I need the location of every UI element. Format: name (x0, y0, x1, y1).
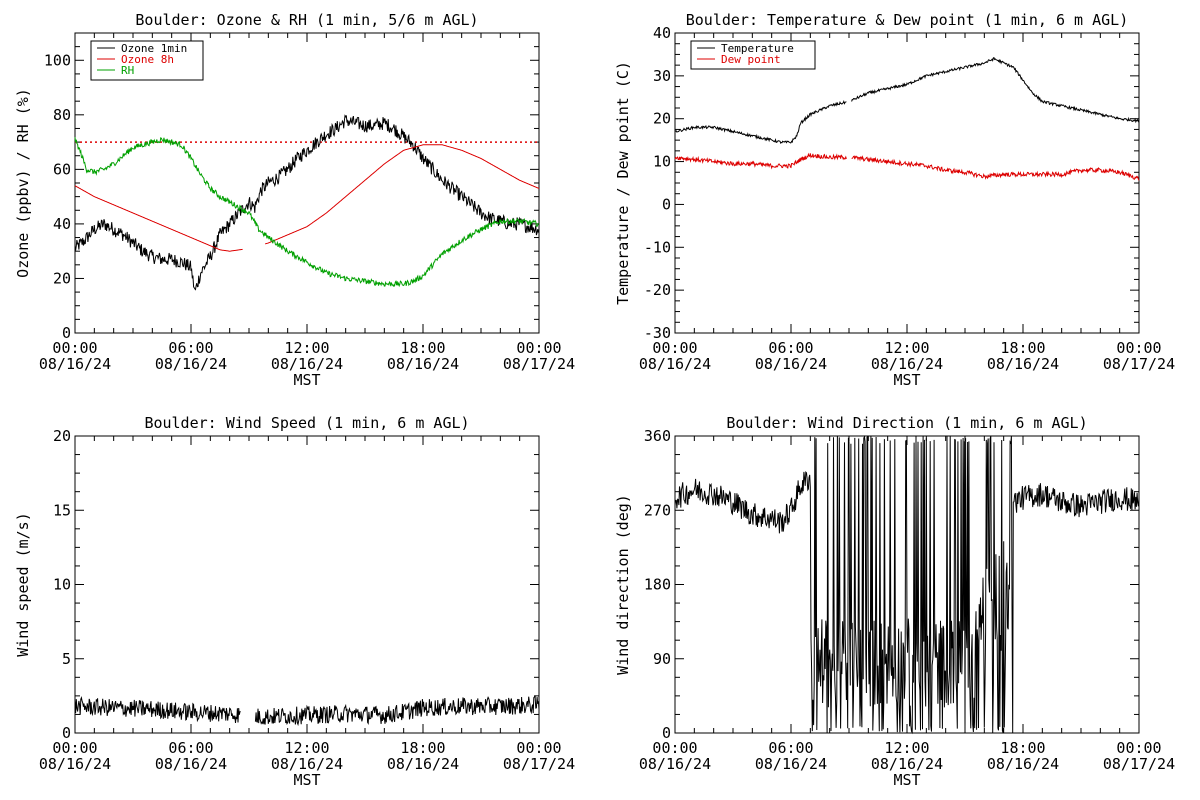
x-tick-time-label: 00:00 (516, 739, 561, 757)
x-tick-time-label: 06:00 (768, 739, 813, 757)
chart-title: Boulder: Temperature & Dew point (1 min,… (686, 11, 1129, 29)
legend-label: Ozone 8h (121, 53, 174, 66)
y-tick-label: 0 (62, 724, 71, 742)
x-tick-date-label: 08/17/24 (1103, 755, 1175, 773)
x-tick-time-label: 00:00 (652, 339, 697, 357)
x-tick-time-label: 00:00 (1116, 739, 1161, 757)
series-line-temperature (674, 57, 1140, 144)
series-line-data (74, 695, 540, 727)
x-tick-date-label: 08/16/24 (987, 755, 1059, 773)
x-tick-date-label: 08/16/24 (271, 355, 343, 373)
chart-wdir: Boulder: Wind Direction (1 min, 6 m AGL)… (614, 414, 1175, 789)
y-tick-label: 20 (53, 427, 71, 445)
x-tick-date-label: 08/16/24 (387, 755, 459, 773)
x-tick-date-label: 08/16/24 (987, 355, 1059, 373)
x-tick-time-label: 06:00 (168, 739, 213, 757)
y-tick-label: 20 (53, 269, 71, 287)
y-tick-label: 40 (53, 215, 71, 233)
y-tick-label: 180 (644, 576, 671, 594)
series-line-dew-point (674, 152, 1140, 181)
chart-title: Boulder: Wind Speed (1 min, 6 m AGL) (144, 414, 469, 432)
chart-title: Boulder: Ozone & RH (1 min, 5/6 m AGL) (135, 11, 478, 29)
plot-frame (74, 435, 540, 734)
x-tick-date-label: 08/17/24 (503, 755, 575, 773)
legend-box (690, 40, 816, 70)
x-tick-time-label: 06:00 (768, 339, 813, 357)
y-tick-label: 20 (653, 110, 671, 128)
y-tick-label: 0 (662, 195, 671, 213)
x-tick-time-label: 06:00 (168, 339, 213, 357)
x-tick-date-label: 08/16/24 (387, 355, 459, 373)
x-tick-date-label: 08/16/24 (155, 355, 227, 373)
plot-frame (674, 32, 1140, 334)
x-tick-date-label: 08/16/24 (155, 755, 227, 773)
y-tick-label: 100 (44, 51, 71, 69)
x-tick-date-label: 08/17/24 (503, 355, 575, 373)
y-tick-label: 90 (653, 650, 671, 668)
y-axis-label: Ozone (ppbv) / RH (%) (14, 88, 32, 278)
x-tick-time-label: 18:00 (400, 739, 445, 757)
x-tick-time-label: 18:00 (400, 339, 445, 357)
series-line-data (674, 435, 1140, 735)
y-tick-label: 15 (53, 501, 71, 519)
x-tick-date-label: 08/16/24 (639, 755, 711, 773)
x-tick-time-label: 00:00 (516, 339, 561, 357)
x-tick-time-label: 00:00 (52, 339, 97, 357)
y-tick-label: 0 (62, 324, 71, 342)
y-tick-label: 30 (653, 67, 671, 85)
y-tick-label: 60 (53, 160, 71, 178)
chart-temp: Boulder: Temperature & Dew point (1 min,… (614, 11, 1175, 389)
series-line-ozone-8h (74, 144, 540, 252)
y-tick-label: 5 (62, 650, 71, 668)
series-line-ozone-1min (74, 114, 540, 291)
x-tick-time-label: 12:00 (284, 339, 329, 357)
x-axis-label: MST (293, 771, 320, 789)
y-tick-label: 80 (53, 106, 71, 124)
chart-wspd: Boulder: Wind Speed (1 min, 6 m AGL) 0 5 10… (14, 414, 575, 789)
y-axis-label: Temperature / Dew point (C) (614, 61, 632, 305)
x-tick-time-label: 18:00 (1000, 739, 1045, 757)
y-tick-label: 0 (662, 724, 671, 742)
legend-label: Temperature (721, 42, 794, 55)
x-tick-date-label: 08/16/24 (755, 355, 827, 373)
x-tick-time-label: 18:00 (1000, 339, 1045, 357)
chart-ozone: Boulder: Ozone & RH (1 min, 5/6 m AGL) 0 2… (14, 11, 575, 389)
legend-label: Dew point (721, 53, 781, 66)
y-tick-label: 10 (653, 153, 671, 171)
x-tick-date-label: 08/16/24 (755, 755, 827, 773)
x-tick-date-label: 08/16/24 (271, 755, 343, 773)
chart-title: Boulder: Wind Direction (1 min, 6 m AGL) (726, 414, 1087, 432)
y-tick-label: 360 (644, 427, 671, 445)
x-axis-label: MST (893, 771, 920, 789)
x-tick-date-label: 08/16/24 (871, 755, 943, 773)
x-tick-time-label: 00:00 (52, 739, 97, 757)
y-tick-label: 270 (644, 501, 671, 519)
legend-label: RH (121, 64, 134, 77)
legend-label: Ozone 1min (121, 42, 187, 55)
y-tick-label: -30 (644, 324, 671, 342)
x-tick-date-label: 08/16/24 (39, 355, 111, 373)
x-axis-label: MST (893, 371, 920, 389)
x-axis-label: MST (293, 371, 320, 389)
x-tick-time-label: 00:00 (652, 739, 697, 757)
y-tick-label: -10 (644, 238, 671, 256)
x-tick-time-label: 12:00 (284, 739, 329, 757)
series-line-rh (74, 137, 540, 288)
x-tick-time-label: 00:00 (1116, 339, 1161, 357)
y-tick-label: 40 (653, 24, 671, 42)
x-tick-date-label: 08/16/24 (871, 355, 943, 373)
y-axis-label: Wind speed (m/s) (14, 512, 32, 657)
x-tick-time-label: 12:00 (884, 339, 929, 357)
x-tick-date-label: 08/16/24 (39, 755, 111, 773)
x-tick-date-label: 08/17/24 (1103, 355, 1175, 373)
x-tick-time-label: 12:00 (884, 739, 929, 757)
y-tick-label: -20 (644, 281, 671, 299)
x-tick-date-label: 08/16/24 (639, 355, 711, 373)
y-tick-label: 10 (53, 576, 71, 594)
y-axis-label: Wind direction (deg) (614, 494, 632, 675)
